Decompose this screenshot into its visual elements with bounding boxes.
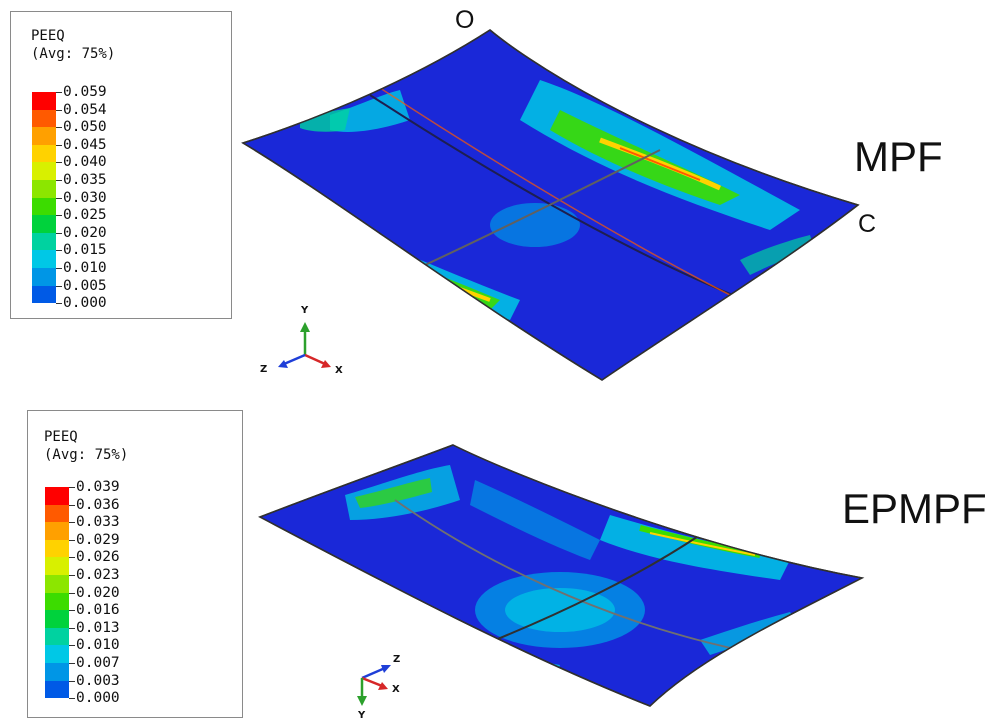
- legend-color-swatch: [45, 575, 69, 593]
- legend-tick: [69, 610, 75, 612]
- legend-tick: [69, 663, 75, 664]
- epmpf-plate: [258, 444, 865, 707]
- legend-level-label: 0.039: [76, 479, 120, 495]
- legend-level-label: 0.059: [63, 84, 107, 100]
- legend-tick: [69, 539, 75, 541]
- mpf-axis-triad: [278, 322, 331, 368]
- legend-tick: [69, 522, 75, 524]
- legend-level-label: 0.023: [76, 567, 120, 583]
- legend-tick: [56, 303, 62, 305]
- legend-level-label: 0.045: [63, 136, 107, 153]
- legend-color-swatch: [32, 215, 56, 233]
- triad-z-label: Z: [260, 364, 268, 375]
- legend-color-swatch: [45, 504, 69, 523]
- legend-color-swatch: [45, 663, 69, 681]
- legend-subtitle: (Avg: 75%): [44, 447, 129, 463]
- legend-tick: [69, 592, 75, 594]
- legend-level-label: 0.029: [76, 531, 120, 548]
- triad-z-label: Z: [393, 654, 401, 665]
- legend-tick: [69, 645, 75, 647]
- legend-color-swatch: [45, 645, 69, 663]
- legend-title: PEEQ: [31, 28, 65, 44]
- triad-x-label: X: [392, 684, 400, 695]
- legend-level-label: 0.020: [63, 224, 107, 241]
- legend-level-label: 0.010: [63, 260, 107, 276]
- corner-label-o: O: [455, 6, 475, 34]
- legend-tick: [69, 504, 75, 506]
- legend-level-label: 0.020: [76, 584, 120, 601]
- legend-tick: [69, 557, 75, 559]
- legend-color-swatch: [32, 232, 56, 251]
- epmpf-legend: PEEQ (Avg: 75%) 0.039 0.036 0.033 0.029 0.02…: [27, 410, 243, 718]
- legend-level-label: 0.010: [76, 637, 120, 654]
- legend-color-swatch: [32, 250, 56, 268]
- legend-color-swatch: [45, 627, 69, 646]
- corner-label-c: C: [858, 210, 877, 238]
- legend-color-swatch: [32, 197, 56, 216]
- legend-color-swatch: [45, 680, 69, 699]
- legend-color-swatch: [32, 180, 56, 198]
- legend-tick: [56, 215, 62, 217]
- mpf-legend: PEEQ (Avg: 75%) 0.059 0.054 0.050 0.045 0.04…: [10, 11, 232, 319]
- legend-tick: [69, 575, 75, 576]
- triad-y-label: Y: [301, 305, 309, 316]
- legend-level-label: 0.035: [63, 172, 107, 188]
- legend-color-swatch: [45, 610, 69, 628]
- legend-tick: [56, 127, 62, 129]
- legend-level-label: 0.025: [63, 207, 107, 224]
- epmpf-model-label: EPMPF: [842, 485, 987, 532]
- legend-color-swatch: [45, 557, 69, 575]
- legend-level-label: 0.050: [63, 119, 107, 136]
- legend-tick: [56, 197, 62, 199]
- legend-tick: [69, 698, 75, 700]
- legend-level-label: 0.054: [63, 101, 107, 118]
- legend-tick: [56, 232, 62, 234]
- legend-color-swatch: [32, 285, 56, 304]
- legend-tick: [56, 144, 62, 146]
- legend-level-label: 0.030: [63, 189, 107, 206]
- legend-color-swatch: [32, 268, 56, 286]
- legend-level-label: 0.015: [63, 242, 107, 259]
- legend-level-label: 0.013: [76, 619, 120, 636]
- legend-tick: [69, 680, 75, 682]
- legend-tick: [69, 487, 75, 488]
- legend-color-swatch: [32, 92, 56, 110]
- mpf-plate: [241, 29, 860, 381]
- legend-tick: [56, 180, 62, 181]
- legend-tick: [56, 162, 62, 164]
- legend-color-swatch: [32, 109, 56, 128]
- legend-level-label: 0.005: [63, 277, 107, 294]
- legend-color-swatch: [32, 144, 56, 163]
- mpf-model-label: MPF: [854, 133, 943, 180]
- legend-level-label: 0.016: [76, 602, 120, 619]
- legend-level-label: 0.033: [76, 514, 120, 531]
- legend-tick: [56, 285, 62, 287]
- legend-subtitle: (Avg: 75%): [31, 46, 116, 62]
- legend-level-label: 0.007: [76, 655, 120, 671]
- triad-y-label: Y: [358, 710, 366, 721]
- legend-level-label: 0.003: [76, 672, 120, 689]
- legend-level-label: 0.040: [63, 154, 107, 171]
- triad-x-label: X: [335, 365, 343, 376]
- legend-color-swatch: [45, 487, 69, 505]
- legend-level-label: 0.000: [76, 690, 120, 707]
- legend-color-swatch: [45, 539, 69, 558]
- legend-title: PEEQ: [44, 429, 78, 445]
- legend-tick: [56, 92, 62, 93]
- legend-tick: [69, 627, 75, 629]
- epmpf-axis-triad: [357, 665, 391, 706]
- legend-level-label: 0.026: [76, 549, 120, 566]
- legend-color-swatch: [45, 522, 69, 540]
- legend-level-label: 0.036: [76, 496, 120, 513]
- legend-tick: [56, 109, 62, 111]
- legend-tick: [56, 268, 62, 269]
- legend-tick: [56, 250, 62, 252]
- legend-color-swatch: [32, 162, 56, 180]
- legend-level-label: 0.000: [63, 295, 107, 312]
- legend-color-swatch: [32, 127, 56, 145]
- legend-color-swatch: [45, 592, 69, 611]
